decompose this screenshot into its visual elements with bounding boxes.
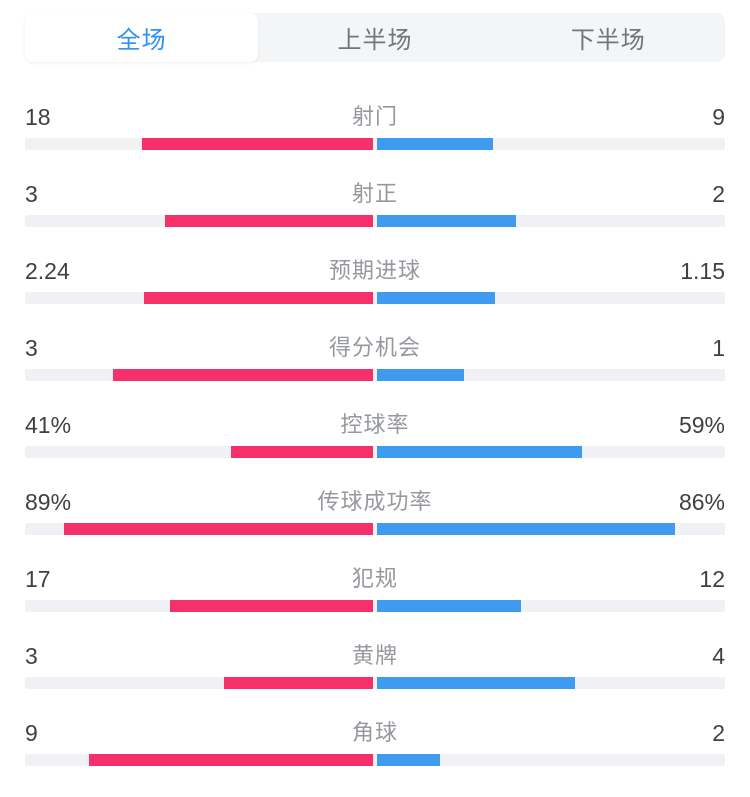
stat-header: 3 黄牌 4 — [25, 643, 725, 669]
stat-home-value: 3 — [25, 643, 38, 669]
stat-home-value: 9 — [25, 720, 38, 746]
stat-header: 2.24 预期进球 1.15 — [25, 258, 725, 284]
stat-home-value: 89% — [25, 489, 72, 515]
stat-header: 41% 控球率 59% — [25, 412, 725, 438]
stat-track — [25, 138, 725, 150]
stat-away-bar — [377, 754, 440, 766]
stat-home-value: 2.24 — [25, 258, 70, 284]
tab-second-half[interactable]: 下半场 — [570, 27, 646, 54]
stat-track — [25, 446, 725, 458]
stat-track — [25, 369, 725, 381]
stat-header: 3 得分机会 1 — [25, 335, 725, 361]
stat-row: 9 角球 2 — [25, 720, 725, 797]
stat-label: 射正 — [351, 181, 398, 206]
stat-away-value: 12 — [699, 566, 725, 592]
stat-track — [25, 754, 725, 766]
stats-list: 18 射门 9 3 射正 2 2.24 预期进球 — [25, 104, 725, 797]
stat-away-value: 59% — [678, 412, 725, 438]
stat-header: 3 射正 2 — [25, 181, 725, 207]
stat-track — [25, 600, 725, 612]
stat-row: 3 得分机会 1 — [25, 335, 725, 412]
stat-home-value: 3 — [25, 181, 38, 207]
stat-away-bar — [377, 523, 675, 535]
stat-away-value: 86% — [678, 489, 725, 515]
tab-first-half[interactable]: 上半场 — [337, 27, 413, 54]
stat-home-bar — [224, 677, 373, 689]
stat-home-bar — [142, 138, 373, 150]
stat-away-bar — [377, 215, 516, 227]
stat-row: 18 射门 9 — [25, 104, 725, 181]
stat-row: 2.24 预期进球 1.15 — [25, 258, 725, 335]
stat-home-bar — [89, 754, 373, 766]
stat-track — [25, 523, 725, 535]
stat-home-value: 17 — [25, 566, 51, 592]
stat-away-value: 4 — [712, 643, 725, 669]
stat-label: 传球成功率 — [317, 489, 433, 514]
stat-header: 18 射门 9 — [25, 104, 725, 130]
stat-label: 射门 — [351, 104, 398, 129]
stat-track — [25, 292, 725, 304]
stat-away-value: 9 — [712, 104, 725, 130]
stat-row: 41% 控球率 59% — [25, 412, 725, 489]
stat-away-bar — [377, 369, 464, 381]
stat-row: 3 黄牌 4 — [25, 643, 725, 720]
stat-away-bar — [377, 292, 495, 304]
stat-home-value: 3 — [25, 335, 38, 361]
stat-header: 89% 传球成功率 86% — [25, 489, 725, 515]
stat-away-value: 2 — [712, 720, 725, 746]
stat-home-value: 41% — [25, 412, 72, 438]
stat-label: 预期进球 — [328, 258, 421, 283]
stat-away-bar — [377, 600, 521, 612]
stat-away-bar — [377, 677, 575, 689]
stat-home-value: 18 — [25, 104, 51, 130]
stat-home-bar — [170, 600, 373, 612]
stat-home-bar — [64, 523, 373, 535]
stat-header: 9 角球 2 — [25, 720, 725, 746]
stat-home-bar — [231, 446, 373, 458]
stat-label: 黄牌 — [351, 643, 398, 668]
stat-label: 犯规 — [351, 566, 398, 591]
stat-home-bar — [144, 292, 373, 304]
stat-away-value: 1.15 — [680, 258, 725, 284]
stat-row: 89% 传球成功率 86% — [25, 489, 725, 566]
stat-track — [25, 215, 725, 227]
stat-home-bar — [113, 369, 373, 381]
stat-header: 17 犯规 12 — [25, 566, 725, 592]
stat-row: 3 射正 2 — [25, 181, 725, 258]
stat-away-bar — [377, 446, 582, 458]
stat-home-bar — [165, 215, 373, 227]
stat-away-bar — [377, 138, 493, 150]
stat-track — [25, 677, 725, 689]
stat-label: 角球 — [351, 720, 398, 745]
tab-full-match[interactable]: 全场 — [25, 13, 259, 62]
stat-label: 得分机会 — [328, 335, 421, 360]
stat-row: 17 犯规 12 — [25, 566, 725, 643]
stat-label: 控球率 — [340, 412, 410, 437]
stat-away-value: 1 — [712, 335, 725, 361]
stat-away-value: 2 — [712, 181, 725, 207]
tab-bar: 全场 上半场 下半场 — [25, 13, 725, 62]
